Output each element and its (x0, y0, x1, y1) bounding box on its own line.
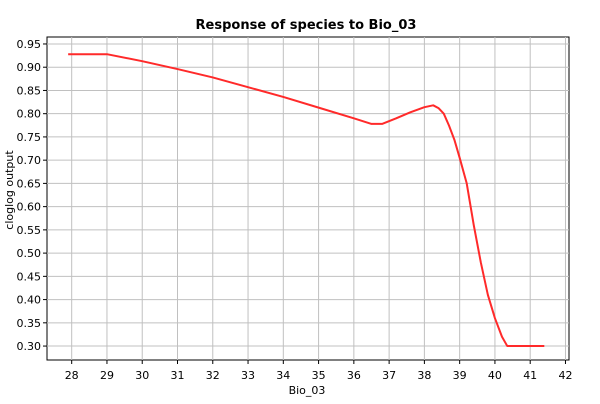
x-tick-label: 35 (312, 369, 326, 382)
x-tick-label: 41 (523, 369, 537, 382)
x-tick-label: 34 (276, 369, 290, 382)
y-tick-label: 0.70 (17, 154, 42, 167)
y-tick-label: 0.80 (17, 108, 42, 121)
y-tick-label: 0.85 (17, 84, 42, 97)
x-tick-label: 33 (241, 369, 255, 382)
series-layer (68, 53, 545, 348)
y-tick-label: 0.40 (17, 294, 42, 307)
y-tick-label: 0.95 (17, 38, 42, 51)
x-tick-label: 31 (171, 369, 185, 382)
y-tick-label: 0.60 (17, 201, 42, 214)
y-tick-label: 0.35 (17, 317, 42, 330)
axes: 28 29 30 31 32 33 34 35 36 37 38 39 40 41 42 0.30 0.35 0.… (17, 38, 573, 382)
y-tick-label: 0.30 (17, 340, 42, 353)
x-tick-label: 28 (65, 369, 79, 382)
x-tick-label: 40 (488, 369, 502, 382)
chart-title: Response of species to Bio_03 (196, 18, 417, 33)
plot-area (46, 36, 570, 361)
x-tick-label: 29 (100, 369, 114, 382)
x-tick-label: 30 (135, 369, 149, 382)
grid (47, 37, 569, 360)
y-tick-label: 0.65 (17, 177, 42, 190)
y-tick-label: 0.55 (17, 224, 42, 237)
y-tick-label: 0.45 (17, 270, 42, 283)
y-tick-label: 0.50 (17, 247, 42, 260)
y-tick-label: 0.75 (17, 131, 42, 144)
x-tick-label: 32 (206, 369, 220, 382)
x-tick-label: 37 (382, 369, 396, 382)
x-tick-label: 38 (417, 369, 431, 382)
response-curve (68, 53, 545, 348)
y-axis-label: cloglog output (3, 150, 16, 230)
x-tick-label: 36 (347, 369, 361, 382)
y-tick-label: 0.90 (17, 61, 42, 74)
x-tick-label: 39 (453, 369, 467, 382)
x-tick-label: 42 (558, 369, 572, 382)
x-axis-label: Bio_03 (289, 384, 326, 397)
